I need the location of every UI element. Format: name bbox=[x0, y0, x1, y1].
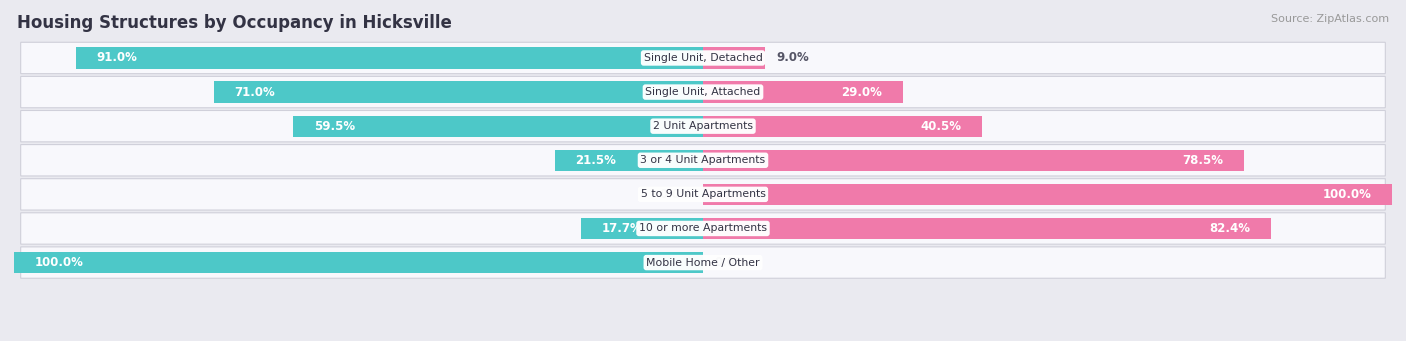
FancyBboxPatch shape bbox=[21, 42, 1385, 74]
Text: 2 Unit Apartments: 2 Unit Apartments bbox=[652, 121, 754, 131]
Bar bbox=[76, 47, 703, 69]
Text: 3 or 4 Unit Apartments: 3 or 4 Unit Apartments bbox=[641, 155, 765, 165]
Text: Single Unit, Detached: Single Unit, Detached bbox=[644, 53, 762, 63]
FancyBboxPatch shape bbox=[21, 179, 1385, 210]
Bar bbox=[555, 150, 703, 171]
Text: Mobile Home / Other: Mobile Home / Other bbox=[647, 257, 759, 268]
Text: 100.0%: 100.0% bbox=[35, 256, 83, 269]
Text: 82.4%: 82.4% bbox=[1209, 222, 1250, 235]
FancyBboxPatch shape bbox=[21, 213, 1385, 244]
Text: 29.0%: 29.0% bbox=[841, 86, 882, 99]
Text: 78.5%: 78.5% bbox=[1182, 154, 1223, 167]
Text: 71.0%: 71.0% bbox=[235, 86, 276, 99]
Bar bbox=[703, 150, 1244, 171]
FancyBboxPatch shape bbox=[21, 247, 1385, 278]
Bar bbox=[703, 47, 765, 69]
Text: 10 or more Apartments: 10 or more Apartments bbox=[638, 223, 768, 234]
Bar bbox=[703, 184, 1392, 205]
Text: 0.0%: 0.0% bbox=[659, 188, 692, 201]
Text: 9.0%: 9.0% bbox=[776, 51, 808, 64]
FancyBboxPatch shape bbox=[21, 145, 1385, 176]
Bar bbox=[703, 81, 903, 103]
Bar bbox=[703, 116, 981, 137]
Text: 5 to 9 Unit Apartments: 5 to 9 Unit Apartments bbox=[641, 189, 765, 199]
Bar bbox=[14, 252, 703, 273]
Text: 59.5%: 59.5% bbox=[314, 120, 354, 133]
Bar bbox=[703, 218, 1271, 239]
Text: 21.5%: 21.5% bbox=[575, 154, 616, 167]
Text: 40.5%: 40.5% bbox=[921, 120, 962, 133]
Text: Source: ZipAtlas.com: Source: ZipAtlas.com bbox=[1271, 14, 1389, 24]
Text: Single Unit, Attached: Single Unit, Attached bbox=[645, 87, 761, 97]
Bar bbox=[292, 116, 703, 137]
FancyBboxPatch shape bbox=[21, 76, 1385, 108]
FancyBboxPatch shape bbox=[21, 110, 1385, 142]
Bar bbox=[581, 218, 703, 239]
Bar bbox=[214, 81, 703, 103]
Text: 0.0%: 0.0% bbox=[714, 256, 747, 269]
Text: 91.0%: 91.0% bbox=[97, 51, 138, 64]
Text: 100.0%: 100.0% bbox=[1323, 188, 1371, 201]
Text: 17.7%: 17.7% bbox=[602, 222, 643, 235]
Text: Housing Structures by Occupancy in Hicksville: Housing Structures by Occupancy in Hicks… bbox=[17, 14, 451, 32]
